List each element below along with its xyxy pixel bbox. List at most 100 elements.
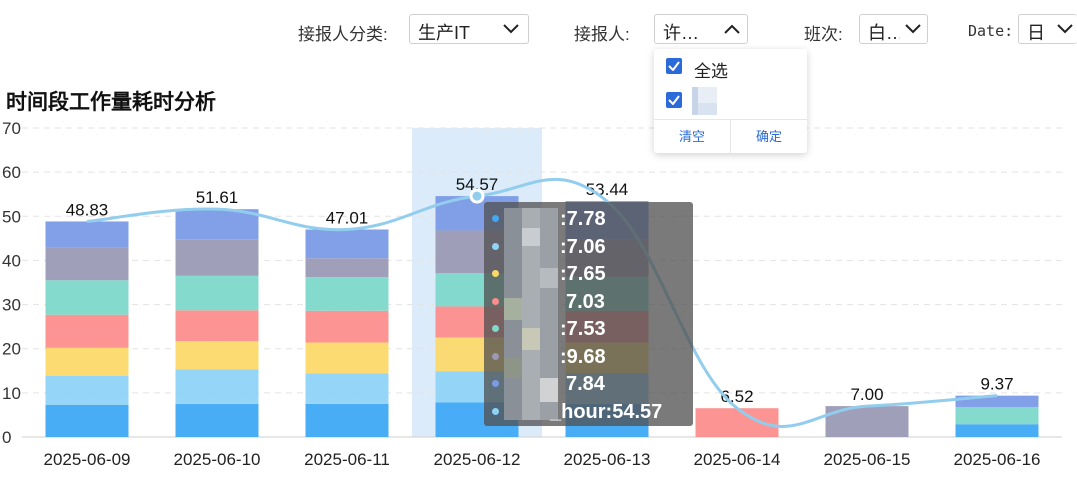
reporter-category-label: 接报人分类: <box>298 25 388 44</box>
select-all-option[interactable]: 全选 <box>666 57 796 81</box>
chart-title: 时间段工作量耗时分析 <box>6 91 216 114</box>
total-data-label: 48.83 <box>66 200 109 219</box>
series-dot-icon <box>492 407 499 415</box>
bar-segment <box>305 258 389 278</box>
tooltip-value: :7.53 <box>560 318 606 340</box>
y-tick-label: 50 <box>2 207 21 226</box>
reporter-category-select[interactable]: 生产IT <box>409 14 529 44</box>
y-tick-label: 20 <box>2 340 21 359</box>
chart-tooltip: :7.78 :7.06 :7.65 7.03 :7.53 :9.68 7.84 _hour:5… <box>484 202 693 426</box>
bar-segment <box>175 239 259 276</box>
x-tick-label: 2025-06-09 <box>44 450 131 469</box>
bar-segment <box>45 375 129 405</box>
tooltip-value: 7.03 <box>566 290 605 313</box>
tooltip-value: 7.84 <box>566 373 605 395</box>
bar-segment <box>175 275 259 311</box>
tooltip-row: :9.68 <box>484 346 693 368</box>
tooltip-value: :7.78 <box>560 208 606 230</box>
x-tick-label: 2025-06-12 <box>434 450 521 469</box>
dropdown-footer: 清空 确定 <box>654 119 807 154</box>
bar-segment <box>175 341 259 370</box>
tooltip-row: _hour:54.57 <box>484 401 693 423</box>
reporter-value: 许… <box>663 23 699 43</box>
tooltip-row: :7.65 <box>484 263 693 285</box>
tooltip-row: :7.53 <box>484 318 693 340</box>
bar-segment <box>45 247 129 281</box>
chevron-up-icon <box>724 24 740 34</box>
tooltip-row: :7.06 <box>484 236 693 258</box>
highlighted-point <box>469 188 485 204</box>
footer-divider <box>730 120 731 154</box>
bar-segment <box>45 314 129 348</box>
total-data-label: 47.01 <box>326 208 369 227</box>
bar-segment <box>45 404 129 437</box>
bar-segment <box>175 209 259 240</box>
x-tick-label: 2025-06-10 <box>174 450 261 469</box>
series-dot-icon <box>492 352 499 360</box>
y-tick-label: 30 <box>2 296 21 315</box>
bar-segment <box>305 229 389 259</box>
tooltip-value: :9.68 <box>560 345 606 368</box>
y-tick-label: 0 <box>2 428 11 447</box>
x-tick-label: 2025-06-16 <box>954 450 1041 469</box>
tooltip-value: :7.65 <box>560 263 606 285</box>
bar-segment <box>305 342 389 374</box>
tooltip-row: 7.03 <box>484 291 693 313</box>
filter-bar: 接报人分类: 生产IT 接报人: 许… 班次: 白… Date: 日 <box>0 0 1077 50</box>
series-dot-icon <box>492 270 499 277</box>
chevron-down-icon <box>503 24 519 34</box>
series-dot-icon <box>492 380 499 387</box>
x-tick-label: 2025-06-13 <box>564 450 651 469</box>
bar-segment <box>955 406 1039 425</box>
checkbox-checked-icon[interactable] <box>666 58 682 74</box>
tooltip-value: :7.06 <box>560 235 606 258</box>
x-tick-label: 2025-06-15 <box>824 450 911 469</box>
total-data-label: 51.61 <box>196 188 239 207</box>
date-label: Date: <box>968 22 1014 40</box>
clear-button[interactable]: 清空 <box>678 129 705 144</box>
date-value: 日 <box>1027 23 1045 43</box>
checkbox-checked-icon[interactable] <box>666 92 682 108</box>
reporter-select[interactable]: 许… <box>654 14 748 44</box>
series-dot-icon <box>492 215 499 222</box>
x-tick-label: 2025-06-14 <box>694 450 781 469</box>
bar-segment <box>955 395 1039 407</box>
blurred-reporter-name <box>692 87 717 115</box>
bar-segment <box>45 347 129 376</box>
total-data-label: 9.37 <box>980 375 1013 394</box>
total-data-label: 7.00 <box>850 385 883 404</box>
tooltip-row: :7.78 <box>484 208 693 230</box>
blurred-series-names <box>504 208 558 420</box>
x-tick-label: 2025-06-11 <box>304 450 390 469</box>
bar-segment <box>305 373 389 404</box>
reporter-label: 接报人: <box>574 25 630 44</box>
date-select[interactable]: 日 <box>1018 14 1077 44</box>
reporter-dropdown-panel: 全选 清空 确定 <box>654 49 807 154</box>
shift-label: 班次: <box>804 25 843 44</box>
reporter-option[interactable] <box>666 87 796 115</box>
bar-segment <box>305 310 389 343</box>
confirm-button[interactable]: 确定 <box>755 129 782 144</box>
series-dot-icon <box>492 325 499 332</box>
bar-segment <box>175 403 259 437</box>
total-data-label: 54.57 <box>456 175 499 194</box>
tooltip-row: 7.84 <box>484 373 693 395</box>
y-tick-label: 40 <box>2 251 21 270</box>
bar-segment <box>45 280 129 315</box>
bar-segment <box>305 277 389 311</box>
series-dot-icon <box>492 242 499 250</box>
bar-segment <box>305 403 389 437</box>
shift-select[interactable]: 白… <box>859 14 928 44</box>
select-all-label: 全选 <box>694 62 728 81</box>
chevron-down-icon <box>905 24 921 34</box>
bar-segment <box>175 369 259 404</box>
y-tick-label: 10 <box>2 384 21 403</box>
y-tick-label: 70 <box>2 119 21 138</box>
bar-segment <box>45 221 129 248</box>
reporter-category-value: 生产IT <box>418 23 470 43</box>
tooltip-value: _hour:54.57 <box>550 400 663 423</box>
total-trend-line <box>86 177 998 428</box>
series-dot-icon <box>492 297 499 305</box>
bar-segment <box>955 424 1039 437</box>
y-tick-label: 60 <box>2 163 21 182</box>
